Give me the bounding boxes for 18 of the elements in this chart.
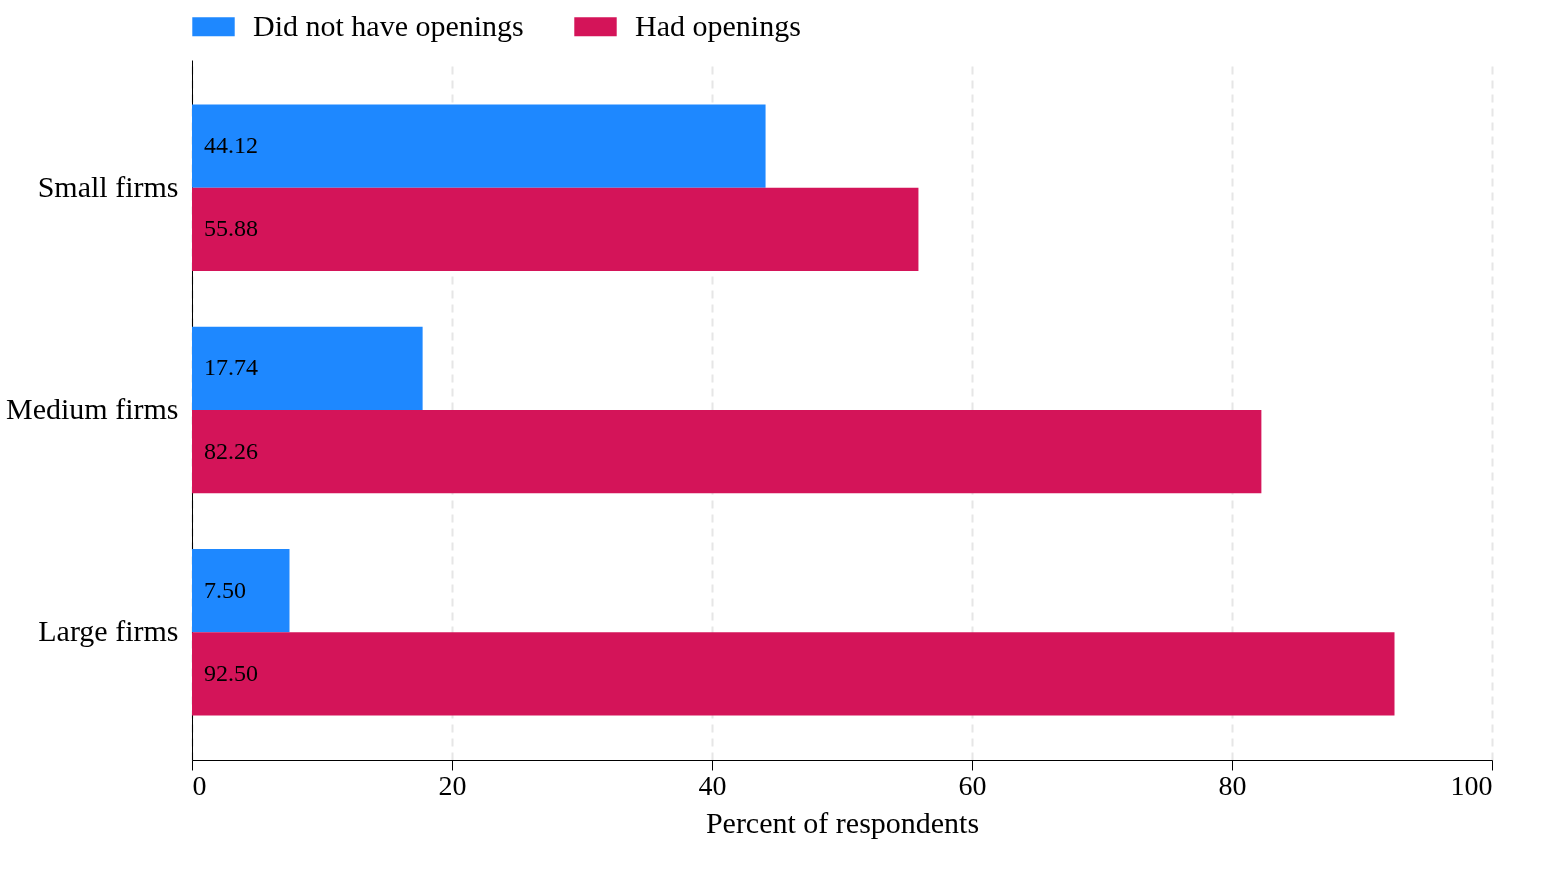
data-label: 92.50 [204, 659, 258, 686]
data-label: 7.50 [204, 576, 246, 603]
x-tick-label: 80 [1218, 769, 1247, 801]
data-label: 82.26 [204, 437, 258, 464]
x-tick-label: 100 [1450, 769, 1493, 801]
y-tick-label: Large firms [38, 614, 179, 648]
legend-label: Did not have openings [253, 8, 524, 42]
x-tick-label: 60 [958, 769, 987, 801]
data-label: 17.74 [204, 354, 258, 381]
data-label: 55.88 [204, 215, 258, 242]
legend-label: Had openings [635, 8, 801, 42]
y-tick-label: Small firms [37, 169, 179, 203]
y-tick-label: Medium firms [6, 392, 179, 425]
x-tick-label: 0 [192, 769, 207, 801]
data-label: 44.12 [204, 132, 258, 159]
x-tick-label: 40 [698, 769, 727, 801]
x-tick-label: 20 [438, 769, 467, 801]
x-axis-title: Percent of respondents [705, 805, 980, 839]
